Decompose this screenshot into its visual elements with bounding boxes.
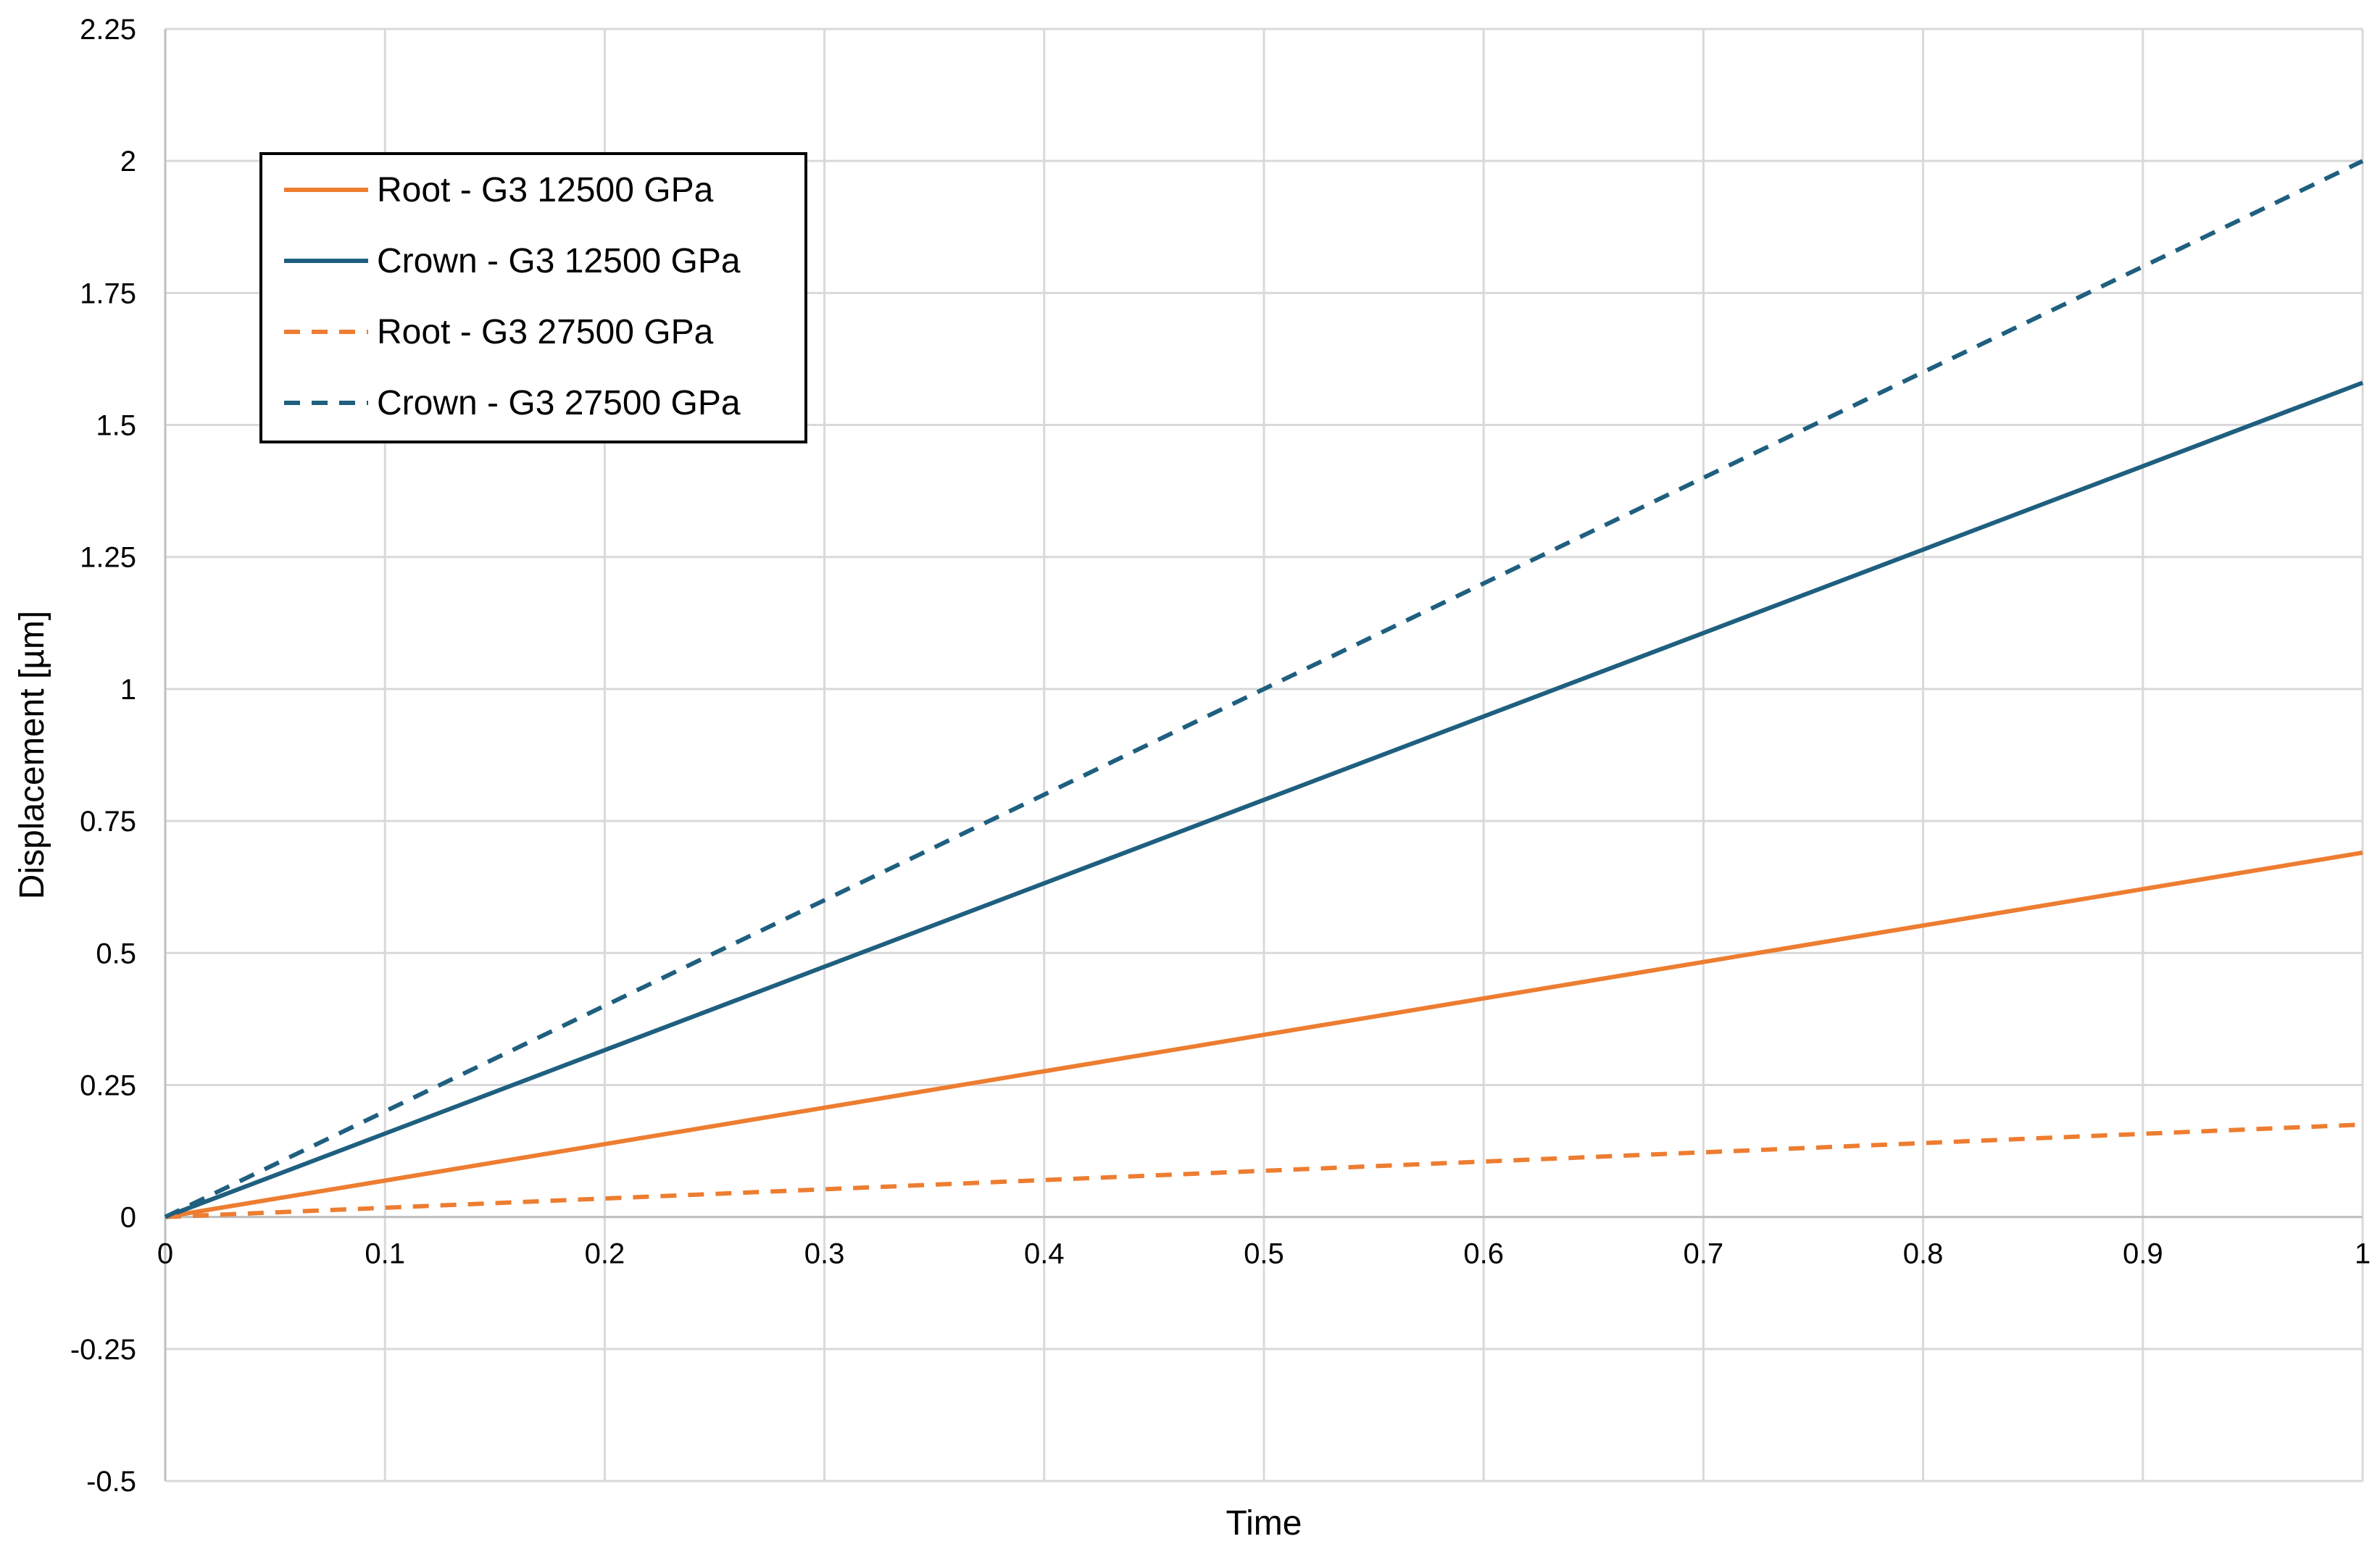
x-tick-label: 0.7 <box>1684 1238 1724 1270</box>
x-tick-label: 0.2 <box>585 1238 625 1270</box>
y-tick-label: 0.75 <box>80 806 136 838</box>
y-tick-label: 2.25 <box>80 14 136 46</box>
y-axis-title: Displacement [µm] <box>13 611 51 899</box>
x-tick-labels: 0 0.1 0.2 0.3 0.4 0.5 0.6 0.7 0.8 0.9 1 <box>157 1238 2371 1270</box>
y-tick-label: 1.5 <box>96 410 136 442</box>
y-tick-label: -0.25 <box>70 1334 136 1366</box>
legend-label: Root - G3 27500 GPa <box>377 313 714 351</box>
y-tick-label: 1.75 <box>80 278 136 309</box>
x-tick-label: 0.1 <box>365 1238 405 1270</box>
x-tick-label: 0.4 <box>1024 1238 1065 1270</box>
y-tick-label: 1 <box>120 674 136 706</box>
legend-label: Crown - G3 27500 GPa <box>377 384 741 422</box>
x-tick-label: 0.5 <box>1244 1238 1284 1270</box>
legend: Root - G3 12500 GPa Crown - G3 12500 GPa R… <box>259 152 807 443</box>
series-line <box>164 159 2364 1219</box>
axes <box>164 29 2363 1481</box>
legend-label: Crown - G3 12500 GPa <box>377 242 741 280</box>
legend-box <box>259 152 807 443</box>
y-tick-label: 0 <box>120 1202 136 1234</box>
series-line <box>165 850 2363 1219</box>
x-tick-label: 0.9 <box>2123 1238 2163 1270</box>
x-tick-label: 0.3 <box>804 1238 845 1270</box>
series-line <box>165 1122 2363 1219</box>
x-tick-label: 0.6 <box>1463 1238 1504 1270</box>
y-tick-label: 2 <box>120 146 136 178</box>
y-tick-label: 0.5 <box>96 938 136 969</box>
x-axis-title: Time <box>1226 1504 1302 1543</box>
y-tick-label: 0.25 <box>80 1069 136 1101</box>
series-line <box>164 380 2364 1219</box>
legend-label: Root - G3 12500 GPa <box>377 171 714 209</box>
series-lines <box>164 159 2364 1219</box>
y-tick-label: 1.25 <box>80 542 136 574</box>
x-tick-label: 1 <box>2355 1238 2371 1270</box>
y-tick-label: -0.5 <box>86 1466 136 1498</box>
y-tick-labels: -0.5 -0.25 0 0.25 0.5 0.75 1 1.25 1.5 1.75 2 2.25 <box>70 14 136 1498</box>
x-tick-label: 0.8 <box>1903 1238 1944 1270</box>
x-tick-label: 0 <box>157 1238 173 1270</box>
